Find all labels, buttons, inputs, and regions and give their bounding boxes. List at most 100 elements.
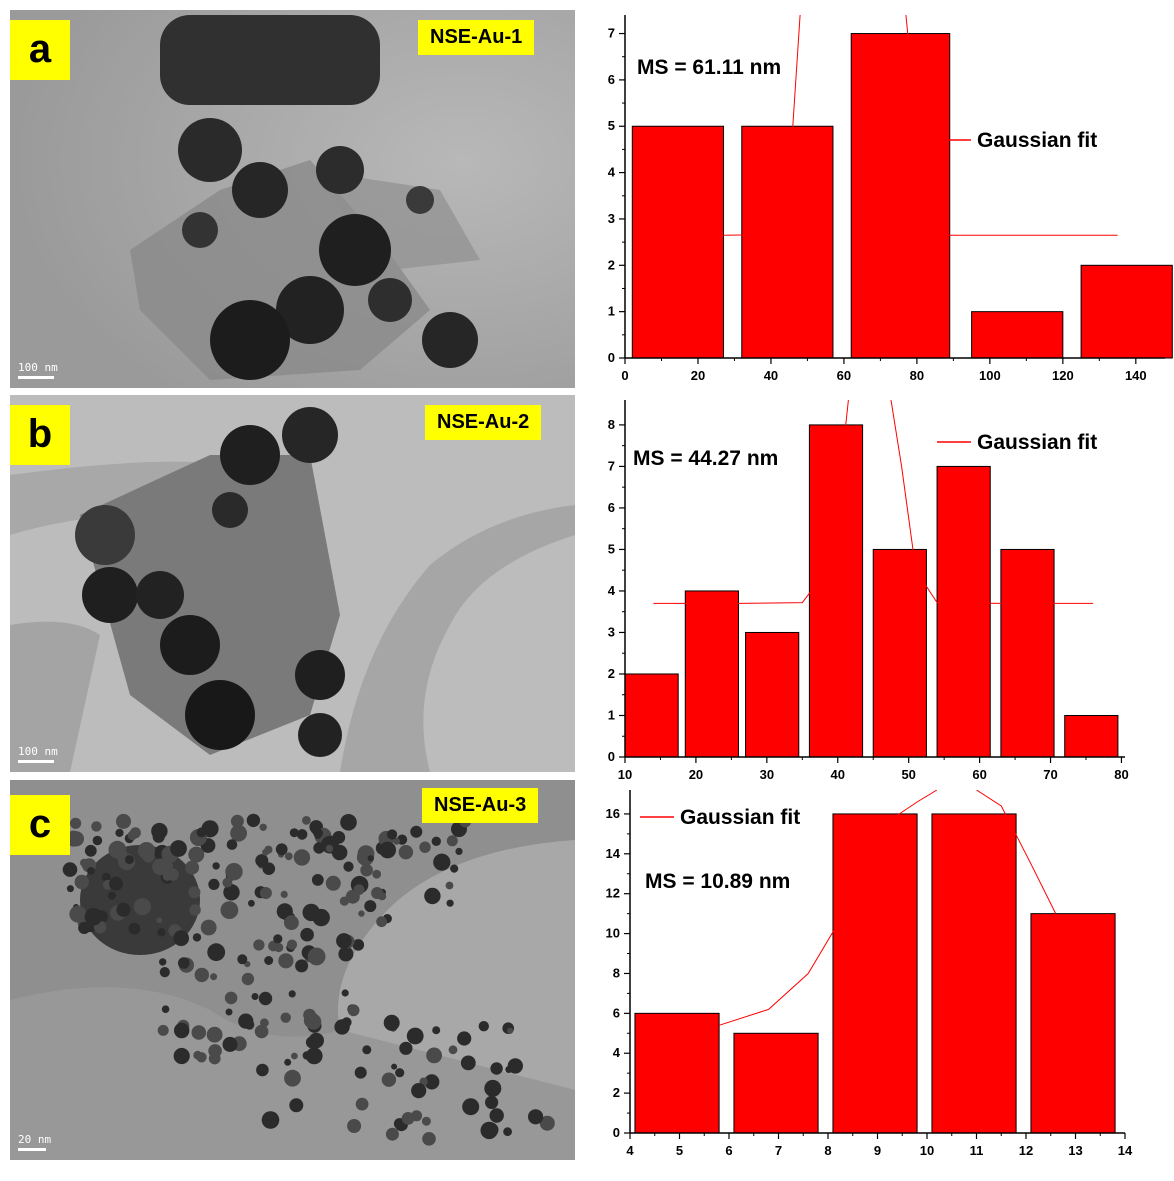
x-tick-label: 60 <box>837 368 851 383</box>
y-tick-label: 3 <box>608 211 615 226</box>
nanoparticle <box>485 1095 499 1109</box>
nanoparticle <box>92 835 103 846</box>
nanoparticle <box>280 1012 291 1023</box>
histogram-a: 0 20 40 60 80 100 120 140 0 1 2 3 4 5 6 7 MS = 61.11 nm G… <box>585 10 1173 395</box>
nanoparticle <box>226 839 238 850</box>
nanoparticle <box>116 902 131 917</box>
nanoparticle <box>300 927 314 942</box>
nanoparticle <box>225 1008 233 1016</box>
gaussian-fit-curve <box>905 15 1118 236</box>
nanoparticle <box>448 1045 458 1055</box>
nanoparticle <box>248 899 255 907</box>
nanoparticle <box>399 1041 413 1055</box>
scale-text-a: 100 nm <box>18 361 58 374</box>
nanoparticle <box>353 884 365 896</box>
nanoparticle <box>157 1024 169 1036</box>
nanoparticle <box>455 847 463 855</box>
nanoparticle <box>478 1021 489 1032</box>
nanoparticle <box>264 956 274 965</box>
nanoparticle <box>66 885 74 893</box>
nanoparticle <box>311 874 324 886</box>
histogram-bar <box>733 1032 819 1134</box>
y-tick-label: 2 <box>608 666 615 681</box>
nanoparticle <box>220 901 239 919</box>
nanoparticle <box>159 958 167 966</box>
nanoparticle <box>445 881 454 890</box>
y-tick-label: 7 <box>608 458 615 473</box>
nanoparticle <box>222 1036 238 1052</box>
nanoparticle <box>109 876 123 891</box>
x-tick-label: 8 <box>824 1143 831 1158</box>
histogram-bar <box>850 33 951 359</box>
nanoparticle <box>210 973 218 981</box>
x-tick-label: 6 <box>725 1143 732 1158</box>
nanoparticle <box>284 852 293 861</box>
nanoparticle <box>157 928 166 937</box>
nanoparticle <box>255 854 269 868</box>
nanoparticle <box>115 828 124 837</box>
nanoparticle <box>352 939 365 951</box>
nanoparticle <box>244 1020 255 1030</box>
panel-label-c: c <box>10 795 70 855</box>
nanoparticle <box>336 933 352 949</box>
nanoparticle <box>251 993 259 1000</box>
x-tick-label: 20 <box>689 767 703 782</box>
nanoparticle <box>207 943 226 962</box>
nanoparticle <box>284 1058 292 1066</box>
x-tick-label: 12 <box>1019 1143 1033 1158</box>
nanoparticle <box>78 921 91 934</box>
nanoparticle <box>421 1116 431 1126</box>
nanoparticle <box>278 953 294 969</box>
histogram-bar <box>936 465 991 758</box>
gaussian-fit-curve <box>890 400 1094 604</box>
y-tick-label: 6 <box>613 1005 620 1020</box>
nanoparticle <box>222 877 233 888</box>
nanoparticle <box>354 1066 367 1079</box>
y-tick-label: 4 <box>608 583 616 598</box>
tem-micrograph-c <box>10 780 575 1160</box>
nanoparticle <box>391 1063 398 1070</box>
nanoparticle <box>258 991 273 1006</box>
nanoparticle <box>424 1074 440 1090</box>
nanoparticle <box>161 1005 170 1013</box>
y-tick-label: 14 <box>606 846 621 861</box>
nanoparticle <box>125 855 134 865</box>
mean-size-annotation: MS = 61.11 nm <box>637 56 781 79</box>
y-tick-label: 1 <box>608 304 615 319</box>
scale-bar-b <box>18 760 54 763</box>
nanoparticle <box>341 989 349 997</box>
nanoparticle <box>129 827 141 839</box>
histogram-bar <box>931 813 1017 1134</box>
gaussian-fit-curve <box>718 790 938 1026</box>
scale-text-c: 20 nm <box>18 1133 52 1146</box>
nanoparticle <box>302 816 311 825</box>
nanoparticle <box>395 1068 405 1078</box>
nanoparticle <box>338 946 354 962</box>
nanoparticle <box>74 874 90 890</box>
y-tick-label: 10 <box>606 926 620 941</box>
nanoparticle <box>347 1004 360 1017</box>
nanoparticle <box>419 841 431 853</box>
nanoparticle <box>376 916 387 928</box>
nanoparticle <box>457 1031 472 1046</box>
sample-label-c: NSE-Au-3 <box>422 788 539 823</box>
y-tick-label: 0 <box>608 350 615 365</box>
nanoparticle <box>398 845 414 860</box>
nanoparticle <box>307 947 326 966</box>
nanoparticle <box>174 1022 190 1039</box>
y-tick-label: 8 <box>613 965 620 980</box>
sample-label-b: NSE-Au-2 <box>425 405 542 440</box>
tem-image-a <box>10 10 575 388</box>
gaussian-fit-curve <box>653 400 849 604</box>
x-tick-label: 5 <box>676 1143 683 1158</box>
nanoparticle <box>484 1122 499 1137</box>
histogram-b: 10 20 30 40 50 60 70 80 0 1 2 3 4 5 6 7 8 MS = 44.27 nm Ga… <box>585 395 1165 782</box>
histogram-b-svg: 10 20 30 40 50 60 70 80 0 1 2 3 4 5 6 7 8 MS = 44.27 nm Ga… <box>608 400 1129 782</box>
nanoparticle <box>241 972 255 986</box>
nanoparticle <box>274 942 284 953</box>
tem-micrograph-b <box>10 395 575 772</box>
nanoparticle <box>288 990 296 998</box>
nanoparticle <box>259 887 272 899</box>
nanoparticle <box>460 1055 476 1071</box>
nanoparticle <box>200 919 217 936</box>
